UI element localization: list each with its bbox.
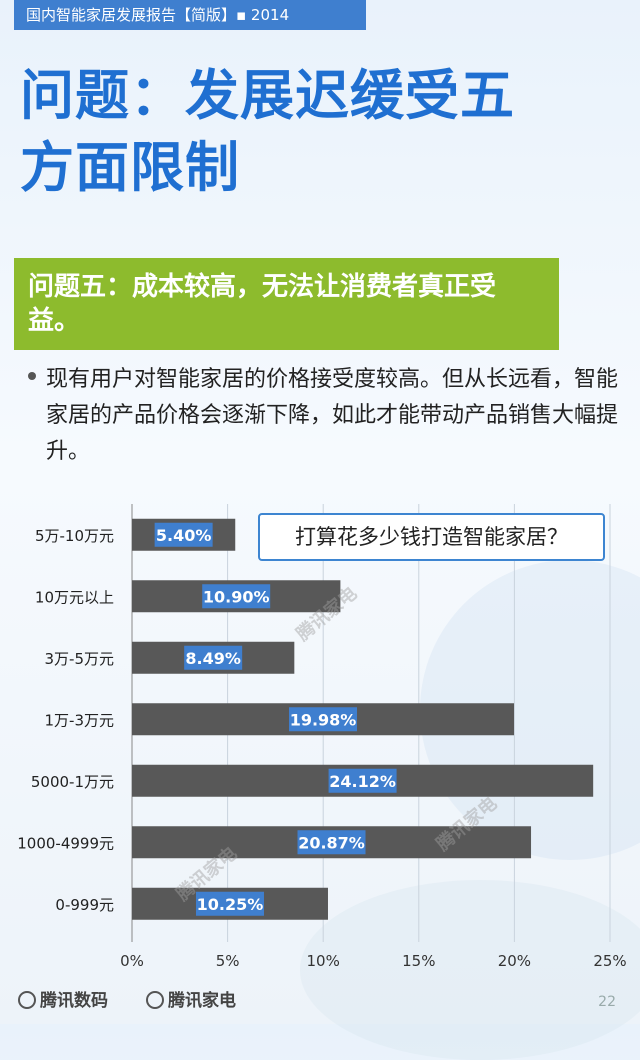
x-tick-label: 25% xyxy=(593,952,626,970)
data-label: 10.25% xyxy=(197,895,264,914)
bullet-point: 现有用户对智能家居的价格接受度较高。但从长远看，智能家居的产品价格会逐渐下降，如… xyxy=(28,362,618,470)
data-label: 24.12% xyxy=(329,772,396,791)
x-tick-label: 10% xyxy=(307,952,340,970)
data-label-background xyxy=(195,891,264,916)
bullet-dot xyxy=(28,372,36,380)
tencent-logo-icon xyxy=(146,991,164,1009)
data-label: 10.90% xyxy=(203,587,270,606)
bullet-text: 现有用户对智能家居的价格接受度较高。但从长远看，智能家居的产品价格会逐渐下降，如… xyxy=(46,367,619,464)
footer-logo-digital-text: 腾讯数码 xyxy=(40,991,108,1011)
category-label: 1万-3万元 xyxy=(45,711,115,729)
footer-logo-digital: 腾讯数码 xyxy=(18,986,108,1011)
data-label: 19.98% xyxy=(290,710,357,729)
title-line-2: 方面限制 xyxy=(20,136,240,199)
x-tick-label: 20% xyxy=(498,952,531,970)
data-label: 8.49% xyxy=(185,649,241,668)
x-tick-label: 0% xyxy=(120,952,144,970)
title-line-1: 问题：发展迟缓受五 xyxy=(20,64,515,127)
data-label-background xyxy=(297,830,366,855)
category-label: 3万-5万元 xyxy=(45,650,115,668)
issue-text: 问题五：成本较高，无法让消费者真正受益。 xyxy=(28,272,497,336)
data-label-background xyxy=(202,584,271,609)
data-label-background xyxy=(328,768,397,793)
footer-logo-appliance-text: 腾讯家电 xyxy=(168,991,236,1011)
category-label: 0-999元 xyxy=(55,896,114,914)
data-label-background xyxy=(154,522,213,547)
x-tick-label: 15% xyxy=(402,952,435,970)
tencent-logo-icon xyxy=(18,991,36,1009)
chart-title: 打算花多少钱打造智能家居？ xyxy=(258,513,605,561)
page-number: 22 xyxy=(598,994,616,1010)
category-label: 10万元以上 xyxy=(35,588,114,606)
category-label: 5000-1万元 xyxy=(31,773,114,791)
category-label: 5万-10万元 xyxy=(35,527,114,545)
data-label: 20.87% xyxy=(298,833,365,852)
report-header: 国内智能家居发展报告【简版】▪ 2014 xyxy=(14,0,366,30)
bar-chart: 0% 5% 10% 15% 20% 25% 5.40% 5万-10万元 10.90% 10万元以上… xyxy=(17,504,627,970)
footer-logo-appliance: 腾讯家电 xyxy=(146,986,236,1011)
x-tick-label: 5% xyxy=(216,952,240,970)
issue-box: 问题五：成本较高，无法让消费者真正受益。 xyxy=(14,258,559,350)
data-label: 5.40% xyxy=(156,526,212,545)
data-label-background xyxy=(184,645,243,670)
page-title: 问题：发展迟缓受五 方面限制 xyxy=(20,60,620,204)
category-label: 1000-4999元 xyxy=(17,834,114,852)
data-label-background xyxy=(289,707,358,732)
